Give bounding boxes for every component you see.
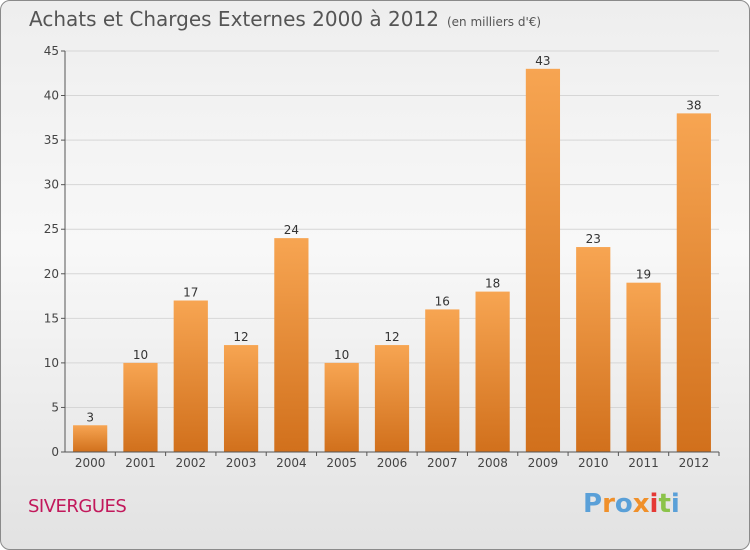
- y-tick-label: 45: [44, 44, 59, 58]
- x-tick-label: 2009: [528, 456, 559, 470]
- data-label: 18: [485, 277, 500, 291]
- y-tick-label: 40: [44, 89, 59, 103]
- logo-letter: i: [670, 489, 680, 519]
- bar: [475, 291, 510, 452]
- data-label: 3: [86, 410, 94, 424]
- x-tick-label: 2002: [175, 456, 206, 470]
- logo-letter: P: [583, 489, 603, 519]
- logo-letter: x: [632, 489, 650, 519]
- bar: [576, 247, 611, 452]
- bars: 3 10 17 12 24 10 12 16 18 43 23 19 38: [73, 54, 711, 453]
- y-tick-label: 10: [44, 356, 59, 370]
- data-label: 19: [636, 268, 651, 282]
- bar: [525, 68, 561, 453]
- data-label: 38: [686, 98, 701, 112]
- data-label: 12: [233, 330, 248, 344]
- y-tick-label: 15: [44, 311, 59, 325]
- axes: 0 5 10 15 20 25 30 35 40 45 2000 2001 2002 2003 2004 20…: [44, 44, 720, 470]
- data-label: 24: [284, 223, 299, 237]
- y-tick-label: 25: [44, 222, 59, 236]
- bar: [73, 425, 108, 452]
- data-label: 43: [535, 54, 550, 68]
- x-tick-label: 2008: [477, 456, 508, 470]
- y-tick-label: 35: [44, 133, 59, 147]
- commune-name: SIVERGUES: [28, 496, 127, 517]
- bar: [374, 345, 410, 452]
- x-tick-label: 2011: [628, 456, 659, 470]
- bar: [626, 282, 661, 452]
- bar: [123, 362, 158, 452]
- x-tick-label: 2012: [679, 456, 710, 470]
- x-tick-label: 2003: [226, 456, 257, 470]
- x-tick-label: 2000: [75, 456, 106, 470]
- data-label: 23: [586, 232, 601, 246]
- x-tick-label: 2010: [578, 456, 609, 470]
- chart-unit: (en milliers d'€): [446, 15, 542, 29]
- logo-letter: t: [658, 489, 671, 519]
- data-label: 12: [384, 330, 399, 344]
- logo-letter: i: [649, 489, 659, 519]
- data-label: 17: [183, 286, 198, 300]
- x-tick-label: 2005: [326, 456, 357, 470]
- chart-title: Achats et Charges Externes 2000 à 2012 (e…: [29, 7, 541, 31]
- x-tick-label: 2004: [276, 456, 307, 470]
- logo-letter: r: [602, 489, 615, 519]
- title-text: Achats et Charges Externes 2000 à 2012: [29, 7, 439, 31]
- proxiti-logo: Proxiti: [583, 489, 680, 519]
- y-tick-label: 5: [51, 400, 59, 414]
- y-tick-label: 30: [44, 178, 59, 192]
- logo-letter: o: [614, 489, 633, 519]
- data-label: 16: [435, 294, 450, 308]
- bar: [425, 309, 460, 452]
- bar: [274, 238, 309, 452]
- bar: [223, 345, 259, 452]
- x-tick-label: 2006: [377, 456, 408, 470]
- bar: [173, 300, 208, 452]
- x-tick-label: 2007: [427, 456, 458, 470]
- x-tick-label: 2001: [125, 456, 156, 470]
- data-label: 10: [133, 348, 148, 362]
- bar: [324, 362, 359, 452]
- y-tick-label: 20: [44, 267, 59, 281]
- data-label: 10: [334, 348, 349, 362]
- y-tick-label: 0: [51, 445, 59, 459]
- bar: [676, 113, 711, 452]
